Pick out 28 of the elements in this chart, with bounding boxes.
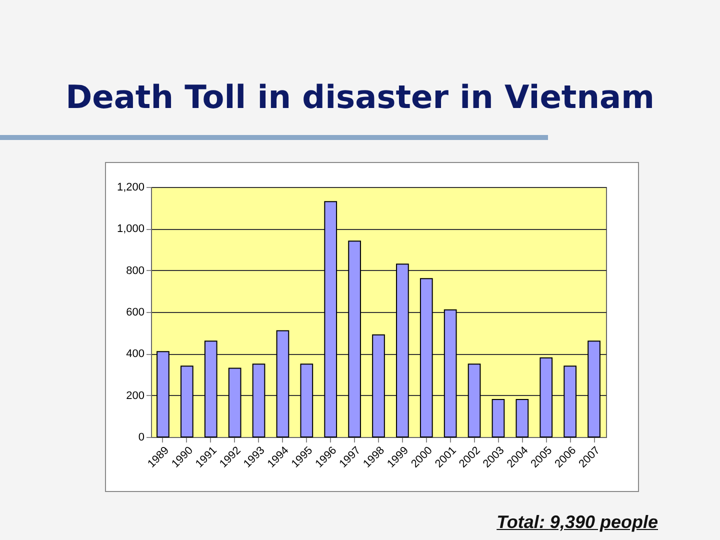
- bar: [228, 368, 242, 438]
- y-tick-label: 200: [126, 390, 144, 402]
- bar: [252, 364, 266, 438]
- y-tick-label: 1,000: [116, 223, 144, 236]
- y-tick-label: 800: [126, 264, 144, 277]
- bar: [300, 364, 314, 438]
- bar: [180, 366, 194, 438]
- bar: [324, 201, 338, 438]
- bar: [468, 364, 481, 438]
- y-tick-label: 0: [138, 432, 144, 444]
- y-tick-label: 600: [126, 306, 144, 318]
- bar: [444, 309, 457, 438]
- bar: [276, 330, 290, 438]
- bar: [588, 340, 600, 438]
- bar: [516, 399, 529, 438]
- y-tick-label: 400: [126, 348, 144, 360]
- bar: [492, 399, 505, 438]
- chart-title: Death Toll in disaster in Vietnam: [64, 78, 656, 116]
- bar: [156, 351, 170, 438]
- text: Total: 9,390 people: [496, 512, 658, 533]
- bar: [204, 340, 218, 438]
- bar: [372, 334, 385, 438]
- y-tick-label: 1,200: [116, 182, 144, 194]
- bar: [540, 357, 553, 438]
- bar: [420, 278, 433, 438]
- bar: [348, 240, 361, 438]
- bar: [564, 366, 577, 438]
- bar: [396, 264, 409, 438]
